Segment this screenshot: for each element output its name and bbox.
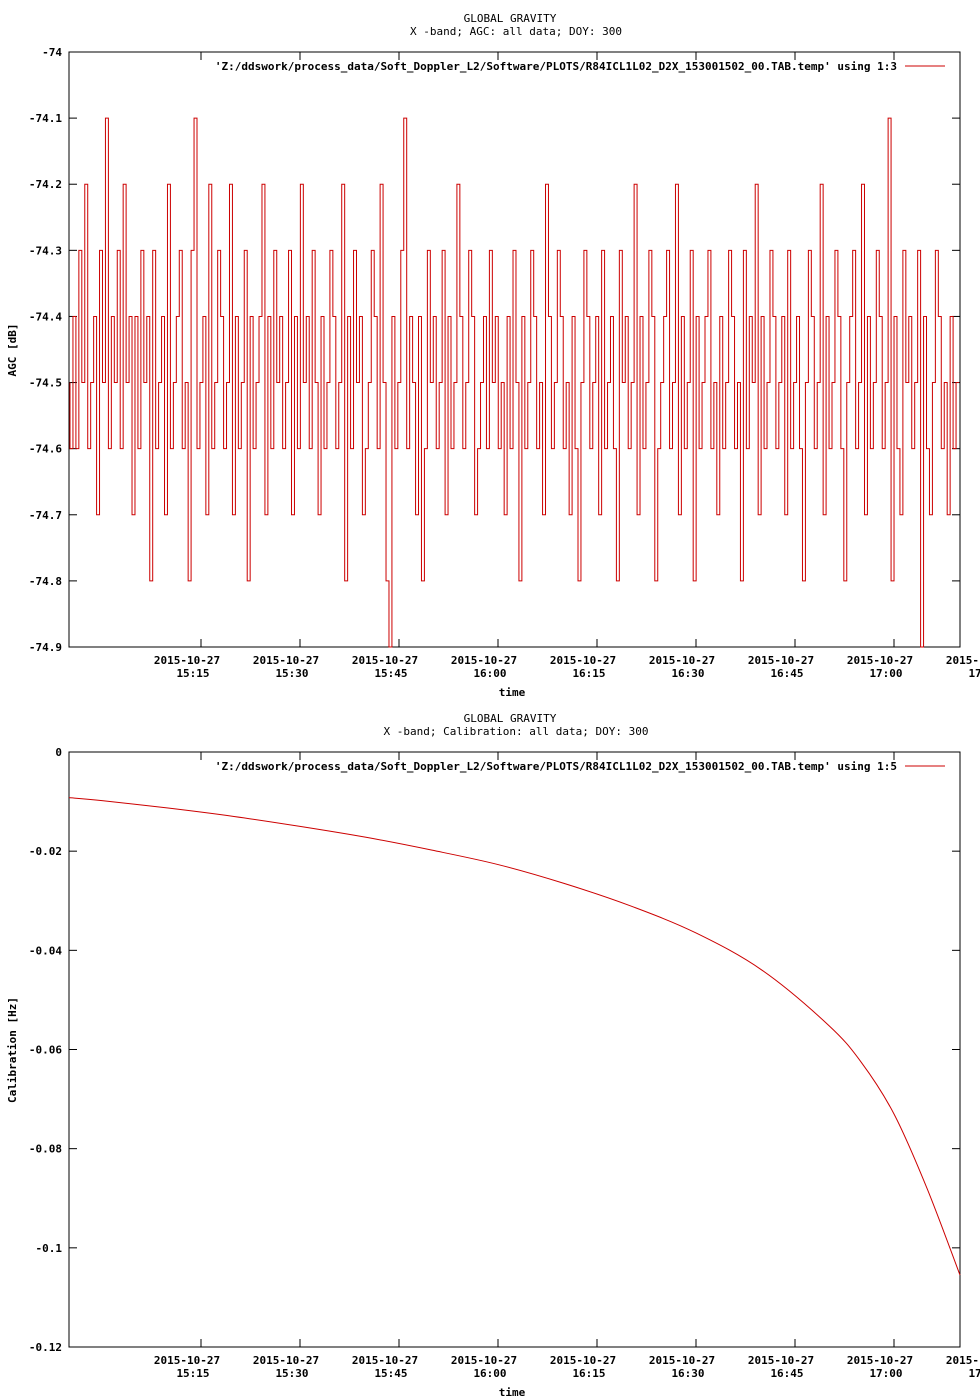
x-tick-time-label: 16:30 bbox=[671, 1367, 704, 1380]
y-tick-label: -74 bbox=[42, 46, 62, 59]
y-tick-label: -74.3 bbox=[29, 244, 62, 257]
x-tick-time-label: 15:15 bbox=[176, 1367, 209, 1380]
x-tick-date-label: 2015-10-27 bbox=[154, 1354, 220, 1367]
x-tick-time-label: 16:15 bbox=[572, 1367, 605, 1380]
x-tick-time-label: 17:00 bbox=[869, 667, 902, 680]
y-tick-label: -74.6 bbox=[29, 443, 62, 456]
y-axis-ticks: 0 -0.02 -0.04 -0.06 -0.08 -0.1 -0.12 bbox=[29, 746, 960, 1354]
y-tick-label: -74.2 bbox=[29, 178, 62, 191]
x-tick-date-label: 2015-10-27 bbox=[550, 1354, 616, 1367]
x-tick-time-label: 16:00 bbox=[473, 667, 506, 680]
y-tick-label: -0.04 bbox=[29, 944, 62, 957]
y-tick-label: -74.7 bbox=[29, 509, 62, 522]
x-axis-ticks: 2015-10-2715:152015-10-2715:302015-10-27… bbox=[154, 52, 980, 680]
x-tick-date-label: 2015-10-27 bbox=[352, 654, 418, 667]
x-tick-time-label: 16:00 bbox=[473, 1367, 506, 1380]
x-tick-date-label: 2015-10-27 bbox=[946, 1354, 980, 1367]
x-tick-date-label: 2015-10-27 bbox=[253, 1354, 319, 1367]
x-tick-time-label: 15:30 bbox=[275, 1367, 308, 1380]
x-tick-time-label: 16:30 bbox=[671, 667, 704, 680]
y-tick-label: -0.06 bbox=[29, 1044, 62, 1057]
x-tick-time-label: 15:30 bbox=[275, 667, 308, 680]
x-tick-time-label: 17:00 bbox=[869, 1367, 902, 1380]
y-tick-label: 0 bbox=[55, 746, 62, 759]
x-tick-date-label: 2015-10-27 bbox=[946, 654, 980, 667]
y-tick-label: -0.12 bbox=[29, 1341, 62, 1354]
x-tick-date-label: 2015-10-27 bbox=[847, 654, 913, 667]
calibration-series-line bbox=[68, 797, 961, 1276]
x-tick-date-label: 2015-10-27 bbox=[253, 654, 319, 667]
plot-frame bbox=[68, 751, 961, 1348]
x-tick-date-label: 2015-10-27 bbox=[649, 654, 715, 667]
legend-label: 'Z:/ddswork/process_data/Soft_Doppler_L2… bbox=[215, 760, 897, 773]
y-tick-label: -0.02 bbox=[29, 845, 62, 858]
y-axis-ticks: -74 -74.1 -74.2 -74.3 -74.4 -74.5 -74.6 -74.7 -7… bbox=[29, 46, 960, 654]
x-tick-time-label: 16:45 bbox=[770, 1367, 803, 1380]
chart-subtitle: X -band; AGC: all data; DOY: 300 bbox=[410, 25, 622, 38]
x-tick-time-label: 15:15 bbox=[176, 667, 209, 680]
x-tick-date-label: 2015-10-27 bbox=[847, 1354, 913, 1367]
x-tick-date-label: 2015-10-27 bbox=[352, 1354, 418, 1367]
x-axis-ticks: 2015-10-2715:152015-10-2715:302015-10-27… bbox=[154, 752, 980, 1380]
x-tick-date-label: 2015-10-27 bbox=[550, 654, 616, 667]
x-tick-time-label: 16:15 bbox=[572, 667, 605, 680]
calibration-chart: GLOBAL GRAVITY X -band; Calibration: all… bbox=[6, 712, 980, 1399]
x-tick-time-label: 15:45 bbox=[374, 667, 407, 680]
y-axis-label: Calibration [Hz] bbox=[6, 997, 19, 1103]
y-tick-label: -74.5 bbox=[29, 377, 62, 390]
y-tick-label: -74.1 bbox=[29, 112, 62, 125]
chart-title: GLOBAL GRAVITY bbox=[464, 712, 557, 725]
y-tick-label: -74.9 bbox=[29, 641, 62, 654]
agc-chart: GLOBAL GRAVITY X -band; AGC: all data; D… bbox=[6, 12, 980, 699]
x-tick-time-label: 15:45 bbox=[374, 1367, 407, 1380]
chart-subtitle: X -band; Calibration: all data; DOY: 300 bbox=[384, 725, 649, 738]
y-axis-label: AGC [dB] bbox=[6, 324, 19, 377]
chart-title: GLOBAL GRAVITY bbox=[464, 12, 557, 25]
x-tick-date-label: 2015-10-27 bbox=[649, 1354, 715, 1367]
agc-series-line bbox=[69, 117, 959, 648]
x-tick-date-label: 2015-10-27 bbox=[451, 1354, 517, 1367]
x-axis-label: time bbox=[499, 1386, 526, 1399]
y-tick-label: -74.4 bbox=[29, 310, 62, 323]
legend-label: 'Z:/ddswork/process_data/Soft_Doppler_L2… bbox=[215, 60, 897, 73]
x-tick-date-label: 2015-10-27 bbox=[451, 654, 517, 667]
y-tick-label: -0.08 bbox=[29, 1143, 62, 1156]
x-tick-time-label: 17:15 bbox=[968, 667, 980, 680]
x-tick-date-label: 2015-10-27 bbox=[154, 654, 220, 667]
x-tick-date-label: 2015-10-27 bbox=[748, 1354, 814, 1367]
x-tick-time-label: 17:15 bbox=[968, 1367, 980, 1380]
y-tick-label: -0.1 bbox=[36, 1242, 63, 1255]
x-axis-label: time bbox=[499, 686, 526, 699]
x-tick-time-label: 16:45 bbox=[770, 667, 803, 680]
x-tick-date-label: 2015-10-27 bbox=[748, 654, 814, 667]
y-tick-label: -74.8 bbox=[29, 575, 62, 588]
plot-frame bbox=[68, 51, 961, 648]
